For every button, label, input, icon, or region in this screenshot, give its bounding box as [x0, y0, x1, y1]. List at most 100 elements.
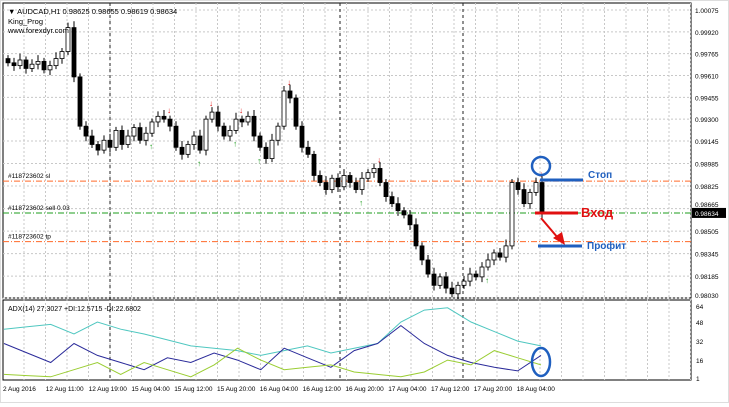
adx-line: [3, 307, 542, 356]
bear-candle: [305, 146, 311, 155]
bull-candle: [185, 144, 191, 155]
bull-candle: [191, 135, 197, 145]
bull-candle: [275, 125, 281, 141]
bull-candle: [491, 252, 497, 261]
up-arrow-icon: ↑: [233, 139, 237, 148]
grid: [3, 3, 691, 380]
bull-candle: [59, 51, 65, 59]
bull-candle: [227, 130, 233, 137]
bull-candle: [155, 115, 161, 123]
bull-candle: [125, 135, 131, 145]
bull-candle: [341, 175, 347, 188]
price-tick-label: 0.99455: [695, 95, 719, 102]
bear-candle: [317, 175, 323, 183]
bear-candle: [521, 189, 527, 205]
bull-candle: [467, 273, 473, 282]
price-tick-label: 0.98345: [695, 252, 719, 259]
up-arrow-icon: ↑: [257, 156, 261, 165]
bull-candle: [269, 139, 275, 159]
bull-candle: [503, 245, 509, 258]
up-arrow-icon: ↑: [359, 199, 363, 208]
minus-di-line: [3, 347, 542, 378]
price-tick-label: 0.98665: [695, 202, 719, 209]
bear-candle: [539, 182, 545, 214]
bull-candle: [329, 177, 335, 190]
bear-candle: [197, 135, 203, 151]
bear-candle: [215, 111, 221, 127]
price-tick-label: 0.98185: [695, 274, 719, 281]
bull-candle: [281, 90, 287, 127]
price-tick-label: 0.99300: [695, 117, 719, 124]
bear-candle: [425, 259, 431, 275]
bear-candle: [287, 90, 293, 99]
price-tick-label: 0.99920: [695, 30, 719, 37]
bear-candle: [299, 125, 305, 148]
bear-candle: [11, 62, 17, 67]
bear-candle: [335, 177, 341, 188]
bear-candle: [23, 59, 29, 69]
bull-candle: [233, 118, 239, 131]
bull-candle: [101, 139, 107, 151]
profit-label: Профит: [587, 240, 626, 252]
bull-candle: [143, 132, 149, 141]
time-label: 15 Aug 12:00: [174, 386, 213, 393]
bear-candle: [443, 276, 449, 289]
indicator-lines: [3, 307, 542, 378]
symbol-label: AUDCAD,H1: [17, 7, 60, 16]
bear-candle: [77, 76, 83, 127]
down-arrow-icon: ↓: [209, 99, 213, 108]
time-label: 15 Aug 20:00: [217, 386, 256, 393]
indicator-tick-label: 64: [696, 304, 704, 311]
site-label: www.forexdyr.com: [7, 26, 69, 35]
bear-candle: [107, 139, 113, 148]
bull-candle: [359, 177, 365, 190]
order-line-label: #118723602 sell 0.03: [8, 205, 70, 212]
bear-candle: [377, 168, 383, 183]
bear-candle: [167, 118, 173, 127]
time-label: 15 Aug 04:00: [131, 386, 170, 393]
up-arrow-icon: ↑: [197, 159, 201, 168]
bear-candle: [119, 130, 125, 145]
bull-candle: [485, 259, 491, 268]
bear-candle: [383, 182, 389, 198]
bear-candle: [473, 273, 479, 278]
bull-candle: [479, 266, 485, 278]
price-tick-label: 0.99145: [695, 139, 719, 146]
price-tick-label: 0.98985: [695, 162, 719, 169]
bear-candle: [251, 115, 257, 137]
bull-candle: [455, 284, 461, 295]
bull-candle: [461, 280, 467, 286]
bear-candle: [323, 182, 329, 190]
ohlc-label: 0.98625 0.98655 0.98619 0.98634: [63, 7, 178, 16]
chart-header: ▼ AUDCAD,H1 0.98625 0.98655 0.98619 0.98…: [8, 7, 177, 16]
bear-candle: [221, 125, 227, 137]
time-label: 12 Aug 11:00: [46, 386, 84, 393]
bull-candle: [29, 63, 35, 69]
bear-candle: [395, 203, 401, 212]
bear-candle: [95, 144, 101, 151]
stop-circle: [530, 155, 552, 177]
down-arrow-icon: ↓: [377, 155, 381, 164]
time-label: 18 Aug 04:00: [517, 386, 556, 393]
down-arrow-icon: ↓: [239, 106, 243, 115]
current-price-box: [692, 207, 726, 218]
trade-annotations: Стоп Вход Профит: [530, 155, 626, 378]
bull-candle: [527, 191, 533, 205]
bear-candle: [137, 127, 143, 141]
bear-candle: [515, 182, 521, 190]
bear-candle: [257, 135, 263, 148]
bull-candle: [245, 115, 251, 123]
bear-candle: [89, 135, 95, 145]
candles: ↓↓↓↓↓↓↑↑↑↑↑↑: [5, 21, 545, 299]
bull-candle: [371, 168, 377, 174]
bear-candle: [293, 97, 299, 127]
bull-candle: [53, 58, 59, 67]
bull-candle: [203, 118, 209, 151]
bull-candle: [365, 172, 371, 179]
time-label: 16 Aug 12:00: [303, 386, 342, 393]
indicator-tick-label: 32: [696, 339, 704, 346]
entry-label: Вход: [581, 205, 614, 220]
time-label: 16 Aug 04:00: [260, 386, 299, 393]
bull-candle: [17, 59, 23, 67]
